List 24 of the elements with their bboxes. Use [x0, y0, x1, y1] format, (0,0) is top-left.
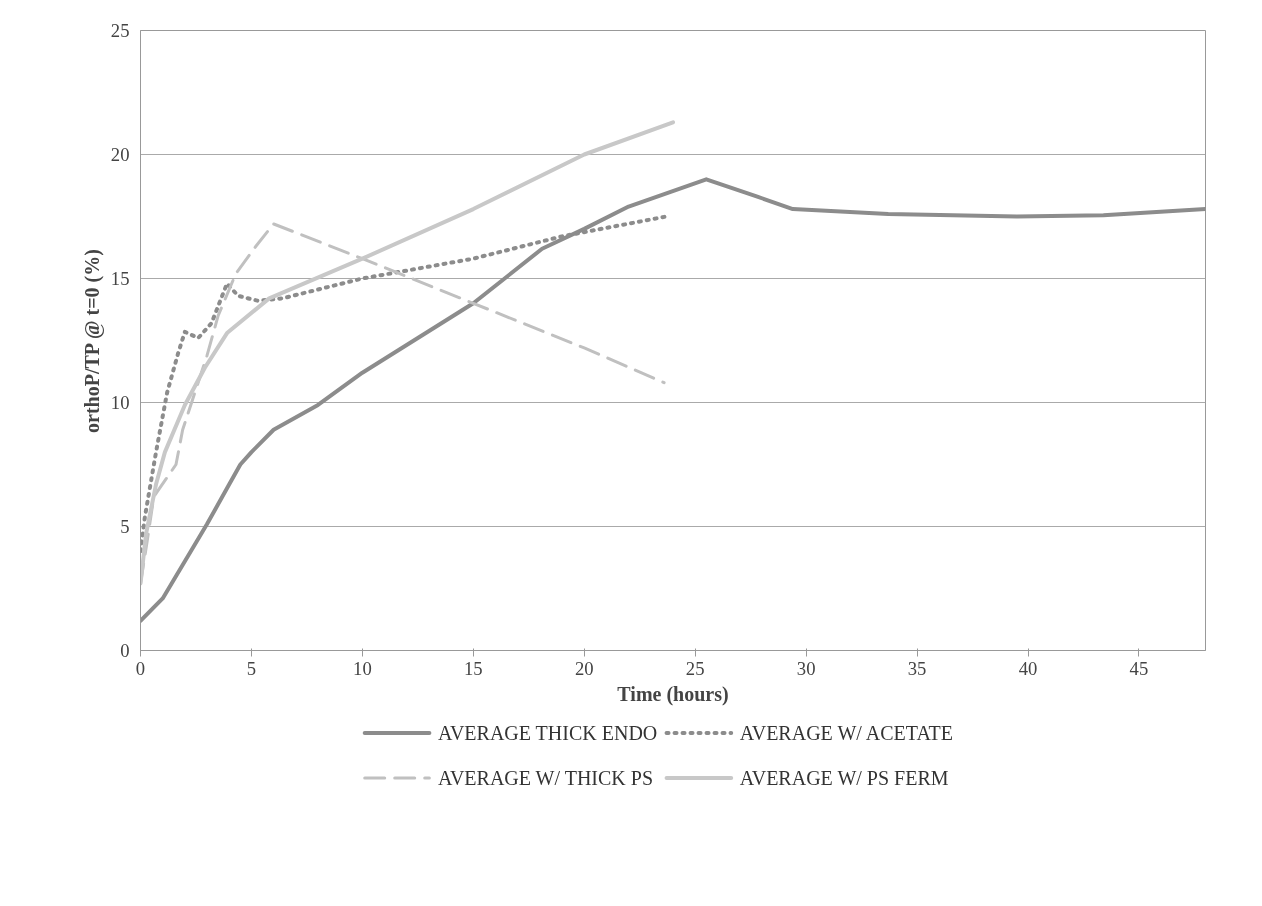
legend-label: AVERAGE THICK ENDO [438, 722, 658, 744]
y-tick-label: 10 [110, 392, 130, 413]
x-tick-label: 5 [246, 657, 257, 679]
x-tick-label: 25 [685, 657, 705, 679]
x-tick-label: 35 [907, 657, 927, 679]
x-tick-label: 40 [1018, 657, 1038, 679]
y-tick-label: 15 [110, 268, 130, 289]
legend-label: AVERAGE W/ PS FERM [739, 767, 949, 789]
x-tick-label: 0 [135, 657, 146, 679]
x-tick-label: 10 [353, 657, 372, 679]
legend-label: AVERAGE W/ ACETATE [739, 722, 954, 744]
x-tick-label: 45 [1129, 657, 1149, 679]
x-axis-title: Time (hours) [617, 682, 729, 706]
y-tick-label: 20 [110, 144, 130, 165]
x-tick-label: 20 [574, 657, 594, 679]
line-series [140, 120, 675, 586]
y-axis-title: orthoP/TP @ t=0 (%) [80, 249, 104, 433]
x-tick-label: 15 [463, 657, 483, 679]
y-tick-label: 25 [110, 20, 130, 41]
y-tick-label: 5 [120, 516, 130, 537]
x-tick-label: 30 [796, 657, 816, 679]
y-tick-label: 0 [120, 640, 130, 661]
legend-label: AVERAGE W/ THICK PS [438, 767, 654, 789]
line-series [140, 177, 1206, 623]
